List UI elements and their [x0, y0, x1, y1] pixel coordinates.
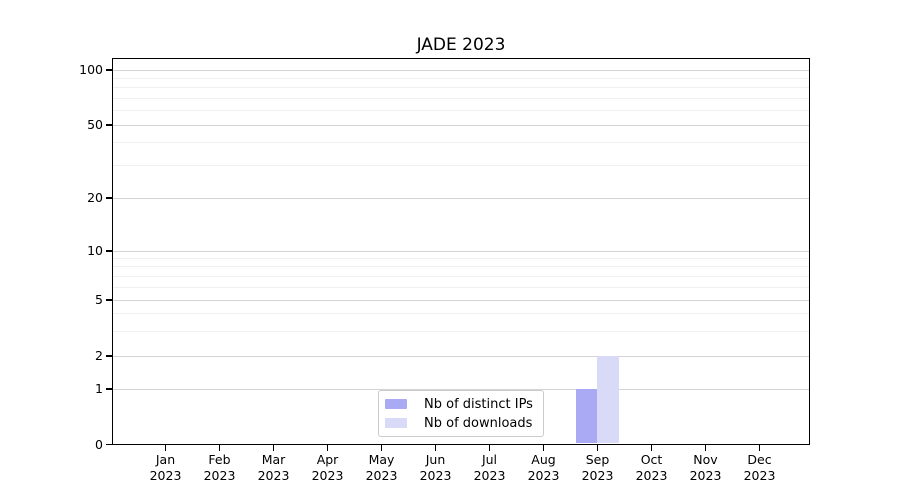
y-tick-label: 0: [95, 436, 103, 452]
gridline-minor: [113, 87, 809, 89]
y-tick-mark: [105, 69, 112, 71]
x-tick-label: Nov 2023: [678, 452, 734, 484]
y-tick-label: 5: [95, 292, 103, 307]
x-tick-year: 2023: [581, 468, 614, 483]
plot-area: [112, 58, 810, 445]
x-tick-month: Mar: [261, 452, 286, 467]
x-tick-month: Feb: [208, 452, 231, 467]
x-tick-label: Jan 2023: [138, 452, 194, 484]
x-tick-month: May: [368, 452, 395, 467]
x-tick-label: Dec 2023: [732, 452, 788, 484]
x-tick-year: 2023: [689, 468, 722, 483]
legend-item-downloads: Nb of downloads: [385, 416, 537, 431]
gridline-major: [113, 69, 809, 71]
x-tick-month: Jul: [481, 452, 498, 467]
y-tick-mark: [105, 388, 112, 390]
gridline-minor: [113, 286, 809, 288]
gridline-major: [113, 197, 809, 199]
x-tick-month: Aug: [531, 452, 556, 467]
x-tick-mark: [164, 445, 167, 451]
legend-swatch-downloads: [385, 418, 407, 428]
x-tick-month: Sep: [585, 452, 610, 467]
x-tick-month: Oct: [640, 452, 663, 467]
x-tick-label: Jul 2023: [462, 452, 518, 484]
legend-item-distinct-ips: Nb of distinct IPs: [385, 397, 537, 412]
gridline-minor: [113, 330, 809, 332]
gridline-major: [113, 299, 809, 301]
x-tick-year: 2023: [473, 468, 506, 483]
legend-swatch-distinct-ips: [385, 399, 407, 409]
bar-distinct-ips: [575, 388, 597, 443]
x-tick-year: 2023: [149, 468, 182, 483]
gridline-major: [113, 124, 809, 126]
y-tick-label: 20: [87, 190, 103, 205]
y-tick-mark: [105, 197, 112, 199]
x-tick-year: 2023: [203, 468, 236, 483]
x-tick-mark: [488, 445, 491, 451]
x-tick-mark: [596, 445, 599, 451]
x-tick-year: 2023: [419, 468, 452, 483]
y-tick-label: 100: [79, 62, 103, 77]
x-tick-label: Apr 2023: [300, 452, 356, 484]
gridline-major: [113, 250, 809, 252]
y-tick-label: 10: [87, 243, 103, 258]
gridline-major: [113, 355, 809, 357]
x-tick-year: 2023: [527, 468, 560, 483]
x-tick-mark: [704, 445, 707, 451]
legend-label-downloads: Nb of downloads: [424, 415, 533, 431]
chart-title: JADE 2023: [416, 35, 506, 55]
x-tick-year: 2023: [365, 468, 398, 483]
gridline-minor: [113, 313, 809, 315]
x-tick-label: Oct 2023: [624, 452, 680, 484]
x-tick-mark: [218, 445, 221, 451]
gridline-minor: [113, 97, 809, 99]
x-tick-mark: [380, 445, 383, 451]
y-tick-mark: [105, 355, 112, 357]
x-tick-mark: [758, 445, 761, 451]
x-tick-month: Apr: [316, 452, 339, 467]
legend-label-distinct-ips: Nb of distinct IPs: [424, 396, 533, 412]
y-tick-label: 1: [95, 381, 103, 396]
x-tick-label: Aug 2023: [516, 452, 572, 484]
y-tick-mark: [105, 299, 112, 301]
y-tick-label: 2: [95, 348, 103, 363]
x-tick-year: 2023: [743, 468, 776, 483]
gridline-minor: [113, 257, 809, 259]
x-tick-mark: [272, 445, 275, 451]
x-tick-year: 2023: [311, 468, 344, 483]
gridline-minor: [113, 165, 809, 167]
y-tick-mark: [105, 124, 112, 126]
x-tick-label: Sep 2023: [570, 452, 626, 484]
x-tick-year: 2023: [257, 468, 290, 483]
bar-downloads: [597, 355, 619, 443]
x-tick-month: Jun: [425, 452, 446, 467]
x-tick-label: May 2023: [354, 452, 410, 484]
x-tick-label: Jun 2023: [408, 452, 464, 484]
x-tick-month: Jan: [155, 452, 176, 467]
y-tick-mark: [105, 250, 112, 252]
gridline-minor: [113, 110, 809, 112]
gridline-major: [113, 388, 809, 390]
x-tick-label: Mar 2023: [246, 452, 302, 484]
y-tick-label: 50: [87, 117, 103, 132]
x-tick-month: Dec: [747, 452, 772, 467]
gridline-minor: [113, 77, 809, 79]
x-tick-mark: [542, 445, 545, 451]
x-tick-mark: [650, 445, 653, 451]
x-tick-label: Feb 2023: [192, 452, 248, 484]
gridline-minor: [113, 142, 809, 144]
x-tick-mark: [434, 445, 437, 451]
x-tick-year: 2023: [635, 468, 668, 483]
x-tick-month: Nov: [693, 452, 718, 467]
gridline-minor: [113, 275, 809, 277]
legend: Nb of distinct IPs Nb of downloads: [378, 390, 544, 437]
y-tick-mark: [105, 443, 112, 446]
x-tick-mark: [326, 445, 329, 451]
gridline-minor: [113, 266, 809, 268]
